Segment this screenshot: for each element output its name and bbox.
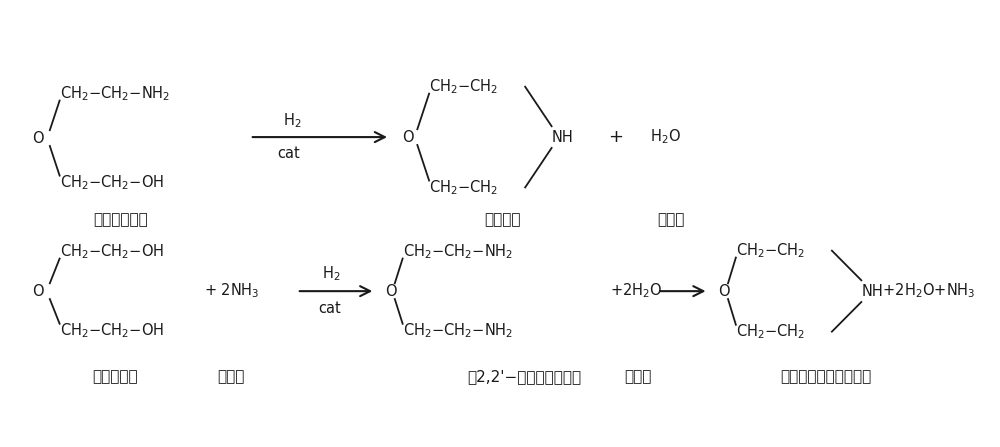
Text: CH$_2$−CH$_2$: CH$_2$−CH$_2$: [429, 178, 498, 197]
Text: CH$_2$−CH$_2$−NH$_2$: CH$_2$−CH$_2$−NH$_2$: [60, 84, 170, 103]
Text: （吗啊）（水）（氨）: （吗啊）（水）（氨）: [780, 370, 872, 384]
Text: （2,2'−二氨基二乙醚）: （2,2'−二氨基二乙醚）: [467, 370, 581, 384]
Text: O: O: [32, 131, 44, 146]
Text: （吗啊）: （吗啊）: [484, 212, 521, 228]
Text: CH$_2$−CH$_2$−NH$_2$: CH$_2$−CH$_2$−NH$_2$: [403, 242, 513, 261]
Text: O: O: [32, 284, 44, 299]
Text: O: O: [402, 130, 413, 144]
Text: cat: cat: [318, 301, 341, 316]
Text: O: O: [718, 284, 730, 299]
Text: H$_2$: H$_2$: [322, 264, 340, 283]
Text: （水）: （水）: [657, 212, 685, 228]
Text: （二甘醇）: （二甘醇）: [93, 370, 138, 384]
Text: +2H$_2$O+NH$_3$: +2H$_2$O+NH$_3$: [878, 282, 975, 300]
Text: +: +: [608, 128, 623, 146]
Text: CH$_2$−CH$_2$: CH$_2$−CH$_2$: [736, 322, 805, 341]
Text: CH$_2$−CH$_2$−OH: CH$_2$−CH$_2$−OH: [60, 242, 164, 261]
Text: CH$_2$−CH$_2$: CH$_2$−CH$_2$: [736, 241, 805, 260]
Text: CH$_2$−CH$_2$−OH: CH$_2$−CH$_2$−OH: [60, 173, 164, 192]
Text: H$_2$: H$_2$: [283, 111, 301, 130]
Text: NH: NH: [861, 284, 883, 299]
Text: （二甘醇胺）: （二甘醇胺）: [93, 212, 148, 228]
Text: （水）: （水）: [624, 370, 652, 384]
Text: H$_2$O: H$_2$O: [650, 128, 680, 147]
Text: CH$_2$−CH$_2$: CH$_2$−CH$_2$: [429, 77, 498, 96]
Text: （氨）: （氨）: [217, 370, 245, 384]
Text: + 2NH$_3$: + 2NH$_3$: [204, 282, 259, 300]
Text: cat: cat: [278, 146, 300, 161]
Text: +2H$_2$O: +2H$_2$O: [610, 282, 663, 300]
Text: CH$_2$−CH$_2$−OH: CH$_2$−CH$_2$−OH: [60, 321, 164, 340]
Text: CH$_2$−CH$_2$−NH$_2$: CH$_2$−CH$_2$−NH$_2$: [403, 321, 513, 340]
Text: O: O: [385, 284, 397, 299]
Text: NH: NH: [552, 130, 573, 144]
